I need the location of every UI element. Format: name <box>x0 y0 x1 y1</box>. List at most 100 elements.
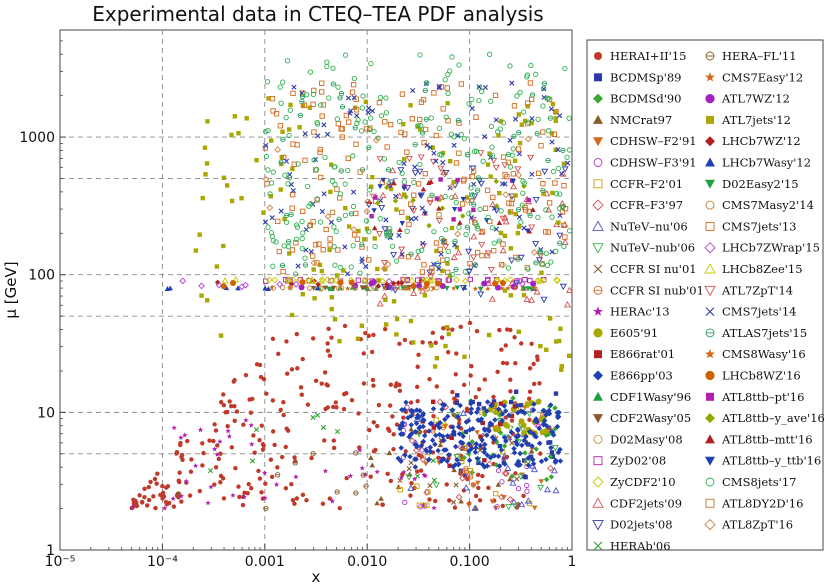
data-point <box>458 131 464 138</box>
data-point <box>276 248 283 255</box>
data-point <box>421 139 427 146</box>
legend-label: CDF1Wasy'96 <box>610 390 691 404</box>
series-31 <box>270 284 430 292</box>
data-point <box>410 282 417 289</box>
data-point <box>449 54 455 60</box>
data-point <box>218 480 223 485</box>
data-point <box>536 425 543 432</box>
x-axis-label: x <box>312 568 321 586</box>
data-point <box>436 398 444 406</box>
data-point <box>289 247 296 253</box>
data-point <box>377 184 383 190</box>
data-point <box>550 432 557 438</box>
data-point <box>422 473 429 479</box>
data-point <box>232 404 237 409</box>
data-point <box>477 206 483 212</box>
data-point <box>524 488 530 494</box>
data-point <box>427 497 432 502</box>
data-point <box>351 75 358 82</box>
data-point <box>287 107 293 113</box>
data-point <box>342 181 348 187</box>
data-point <box>413 446 420 454</box>
data-point <box>510 171 516 177</box>
data-point <box>249 486 254 491</box>
data-point <box>316 241 322 247</box>
data-point <box>516 214 523 220</box>
data-point <box>538 451 543 456</box>
data-point <box>516 151 522 157</box>
data-point <box>412 164 418 170</box>
data-point <box>240 502 246 508</box>
data-point <box>436 266 442 272</box>
data-point <box>402 499 408 505</box>
legend-entry: CDHSW–F3'91 <box>593 156 697 170</box>
data-point <box>509 152 516 158</box>
data-point <box>223 410 228 415</box>
data-point <box>381 285 388 291</box>
data-point <box>388 186 394 192</box>
data-point <box>456 224 462 231</box>
data-point <box>396 192 404 199</box>
data-point <box>515 485 522 492</box>
data-point <box>368 184 374 189</box>
series-23 <box>207 412 437 483</box>
legend-label: HERAI+II'15 <box>610 49 686 63</box>
legend-label: LHCb8WZ'16 <box>722 369 801 383</box>
data-point <box>499 285 505 291</box>
data-point <box>342 212 349 219</box>
data-point <box>524 264 530 271</box>
y-tick-label: 1 <box>46 543 55 559</box>
data-point <box>496 406 502 412</box>
legend-frame <box>586 39 824 551</box>
data-point <box>246 481 251 487</box>
data-point <box>221 392 226 397</box>
data-point <box>398 280 405 286</box>
legend-entry: ATLAS7jets'15 <box>705 326 807 340</box>
data-point <box>494 504 500 510</box>
data-point <box>502 288 508 293</box>
data-point <box>498 447 505 453</box>
data-point <box>501 469 509 477</box>
data-point <box>546 410 553 417</box>
data-point <box>518 341 524 346</box>
data-point <box>408 422 415 428</box>
data-point <box>470 168 477 174</box>
data-point <box>501 399 508 406</box>
data-point <box>447 463 452 468</box>
data-point <box>371 128 377 135</box>
series-15 <box>395 398 564 470</box>
data-point <box>415 124 420 129</box>
data-point <box>381 156 388 162</box>
data-point <box>477 180 485 188</box>
data-point <box>291 161 297 167</box>
data-point <box>268 457 274 462</box>
data-point <box>287 284 293 291</box>
data-point <box>492 92 499 99</box>
data-point <box>265 127 271 134</box>
data-point <box>440 433 446 440</box>
data-point <box>415 364 420 369</box>
data-point <box>367 427 372 433</box>
data-point <box>535 357 540 362</box>
data-point <box>548 259 554 265</box>
data-point <box>468 214 475 221</box>
data-point <box>366 126 373 133</box>
data-point <box>220 283 227 290</box>
legend-label: ATLAS7jets'15 <box>721 326 807 340</box>
data-point <box>171 504 177 509</box>
data-point <box>307 69 314 75</box>
data-point <box>472 285 479 292</box>
data-point <box>380 265 388 272</box>
data-point <box>429 268 435 274</box>
data-point <box>566 115 572 121</box>
data-point <box>479 88 485 95</box>
data-point <box>183 478 190 484</box>
data-point <box>502 217 510 225</box>
data-point <box>243 417 249 423</box>
data-point <box>319 268 325 274</box>
data-point <box>364 226 370 231</box>
data-point <box>264 391 269 396</box>
data-point <box>503 438 509 444</box>
legend-entry: LHCb8Zee'15 <box>704 262 803 276</box>
data-point <box>484 252 491 259</box>
